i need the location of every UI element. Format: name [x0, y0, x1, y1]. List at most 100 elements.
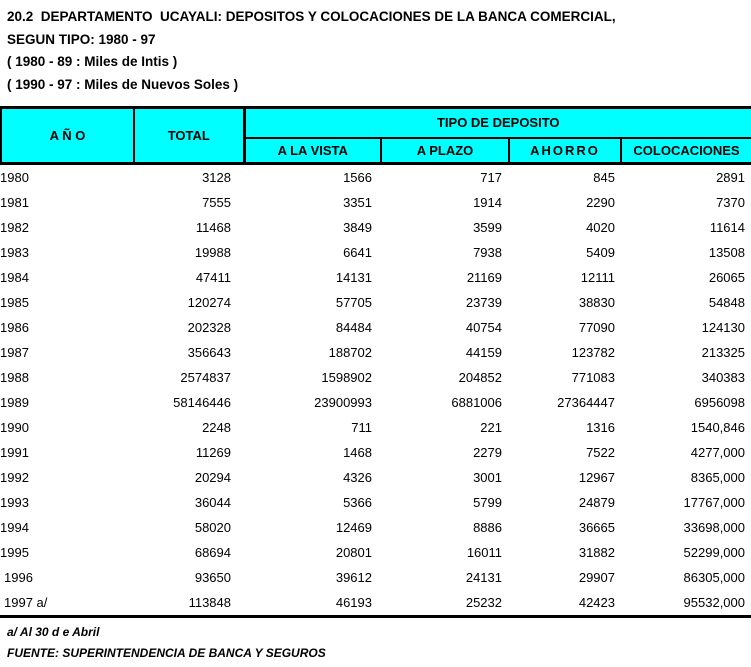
- cell-coloc: 7370: [716, 195, 745, 210]
- cell-plazo: 23739: [465, 295, 502, 310]
- cell-coloc: 2891: [716, 170, 745, 185]
- cell-ahorro: 29907: [578, 570, 615, 585]
- cell-coloc: 95532,000: [683, 595, 745, 610]
- cell-year: 1990: [0, 420, 29, 435]
- cell-vista: 57705: [335, 295, 372, 310]
- footnote-april: a/ Al 30 d e Abril: [7, 625, 100, 639]
- cell-vista: 711: [351, 420, 372, 435]
- table-row: 1989 58146446 23900993 6881006 27364447 69560…: [0, 390, 751, 415]
- table-row: 1996 93650 39612 24131 29907 86305,000: [0, 565, 751, 590]
- cell-year: 1989: [0, 395, 29, 410]
- table-bottom-rule: [0, 615, 751, 618]
- title-block: 20.2 DEPARTAMENTO UCAYALI: DEPOSITOS Y C…: [0, 0, 751, 96]
- cell-total: 2248: [202, 420, 231, 435]
- cell-coloc: 13508: [708, 245, 745, 260]
- table-row: 1987 356643 188702 44159 123782 213325: [0, 340, 751, 365]
- cell-total: 120274: [187, 295, 231, 310]
- cell-year: 1983: [0, 245, 29, 260]
- cell-total: 36044: [194, 495, 231, 510]
- cell-ahorro: 36665: [578, 520, 615, 535]
- cell-plazo: 717: [480, 170, 502, 185]
- cell-coloc: 1540,846: [690, 420, 745, 435]
- cell-ahorro: 12967: [578, 470, 615, 485]
- cell-vista: 84484: [335, 320, 372, 335]
- cell-year: 1987: [0, 345, 29, 360]
- table-row: 1997 a/113848 46193 25232 42423 95532,000: [0, 590, 751, 615]
- deposits-table-body: 1980 3128 1566 717 845 2891 1981 7555 3351 1914 22…: [0, 165, 751, 615]
- cell-total: 47411: [195, 270, 231, 285]
- cell-year: 1997 a/: [4, 595, 48, 610]
- cell-vista: 1468: [343, 445, 372, 460]
- unit-note-intis: ( 1980 - 89 : Miles de Intis ): [7, 54, 178, 69]
- cell-year: 1988: [0, 370, 29, 385]
- cell-year: 1980: [0, 170, 29, 185]
- cell-vista: 3849: [343, 220, 372, 235]
- cell-total: 7555: [202, 195, 231, 210]
- cell-plazo: 7938: [473, 245, 502, 260]
- cell-year: 1982: [0, 220, 29, 235]
- deposits-table-header: A Ñ O TOTAL TIPO DE DEPOSITO A LA VISTA …: [0, 106, 751, 165]
- cell-ahorro: 27364447: [557, 395, 615, 410]
- table-row: 1995 68694 20801 16011 31882 52299,000: [0, 540, 751, 565]
- cell-coloc: 4277,000: [690, 445, 745, 460]
- table-row: 1986 202328 84484 40754 77090 124130: [0, 315, 751, 340]
- cell-ahorro: 771083: [571, 370, 615, 385]
- cell-year: 1985: [0, 295, 29, 310]
- cell-total: 58020: [194, 520, 231, 535]
- cell-coloc: 340383: [701, 370, 745, 385]
- cell-ahorro: 845: [593, 170, 615, 185]
- table-row: 1990 2248 711 221 1316 1540,846: [0, 415, 751, 440]
- cell-vista: 39612: [335, 570, 372, 585]
- cell-plazo: 2279: [473, 445, 502, 460]
- cell-plazo: 8886: [473, 520, 502, 535]
- cell-coloc: 33698,000: [683, 520, 745, 535]
- cell-coloc: 6956098: [694, 395, 745, 410]
- source-note: FUENTE: SUPERINTENDENCIA DE BANCA Y SEGU…: [7, 646, 326, 660]
- cell-total: 93650: [194, 570, 231, 585]
- cell-total: 68694: [194, 545, 231, 560]
- cell-ahorro: 12111: [580, 270, 615, 285]
- cell-plazo: 25232: [465, 595, 502, 610]
- cell-year: 1991: [0, 445, 29, 460]
- cell-coloc: 124130: [701, 320, 745, 335]
- cell-plazo: 16011: [466, 545, 502, 560]
- cell-vista: 188702: [328, 345, 372, 360]
- column-header-a-plazo: A PLAZO: [380, 137, 509, 164]
- table-row: 1994 58020 12469 8886 36665 33698,000: [0, 515, 751, 540]
- cell-vista: 1566: [343, 170, 372, 185]
- cell-ahorro: 5409: [586, 245, 615, 260]
- cell-total: 3128: [202, 170, 231, 185]
- cell-plazo: 24131: [465, 570, 502, 585]
- page-title-line2: SEGUN TIPO: 1980 - 97: [7, 31, 156, 47]
- cell-year: 1995: [0, 545, 29, 560]
- table-row: 1993 36044 5366 5799 24879 17767,000: [0, 490, 751, 515]
- cell-coloc: 8365,000: [690, 470, 745, 485]
- cell-plazo: 204852: [458, 370, 502, 385]
- cell-vista: 12469: [335, 520, 372, 535]
- cell-ahorro: 38830: [578, 295, 615, 310]
- column-header-colocaciones: COLOCACIONES: [620, 137, 751, 164]
- cell-year: 1981: [0, 195, 29, 210]
- column-header-tipo-de-deposito: TIPO DE DEPOSITO: [244, 107, 751, 139]
- cell-total: 11269: [195, 445, 231, 460]
- cell-total: 202328: [187, 320, 231, 335]
- table-row: 1981 7555 3351 1914 2290 7370: [0, 190, 751, 215]
- cell-ahorro: 42423: [578, 595, 615, 610]
- cell-vista: 46193: [335, 595, 372, 610]
- table-row: 1992 20294 4326 3001 12967 8365,000: [0, 465, 751, 490]
- table-row: 1980 3128 1566 717 845 2891: [0, 165, 751, 190]
- cell-plazo: 40754: [465, 320, 502, 335]
- cell-coloc: 52299,000: [683, 545, 745, 560]
- cell-year: 1986: [0, 320, 29, 335]
- page-title: 20.2 DEPARTAMENTO UCAYALI: DEPOSITOS Y C…: [7, 9, 616, 24]
- cell-plazo: 21169: [466, 270, 502, 285]
- cell-total: 356643: [187, 345, 231, 360]
- cell-coloc: 54848: [708, 295, 745, 310]
- cell-year: 1992: [0, 470, 29, 485]
- cell-ahorro: 77090: [578, 320, 615, 335]
- cell-ahorro: 123782: [571, 345, 615, 360]
- column-header-year: A Ñ O: [1, 107, 135, 164]
- column-header-a-la-vista: A LA VISTA: [244, 137, 381, 164]
- cell-ahorro: 24879: [578, 495, 615, 510]
- cell-ahorro: 7522: [586, 445, 615, 460]
